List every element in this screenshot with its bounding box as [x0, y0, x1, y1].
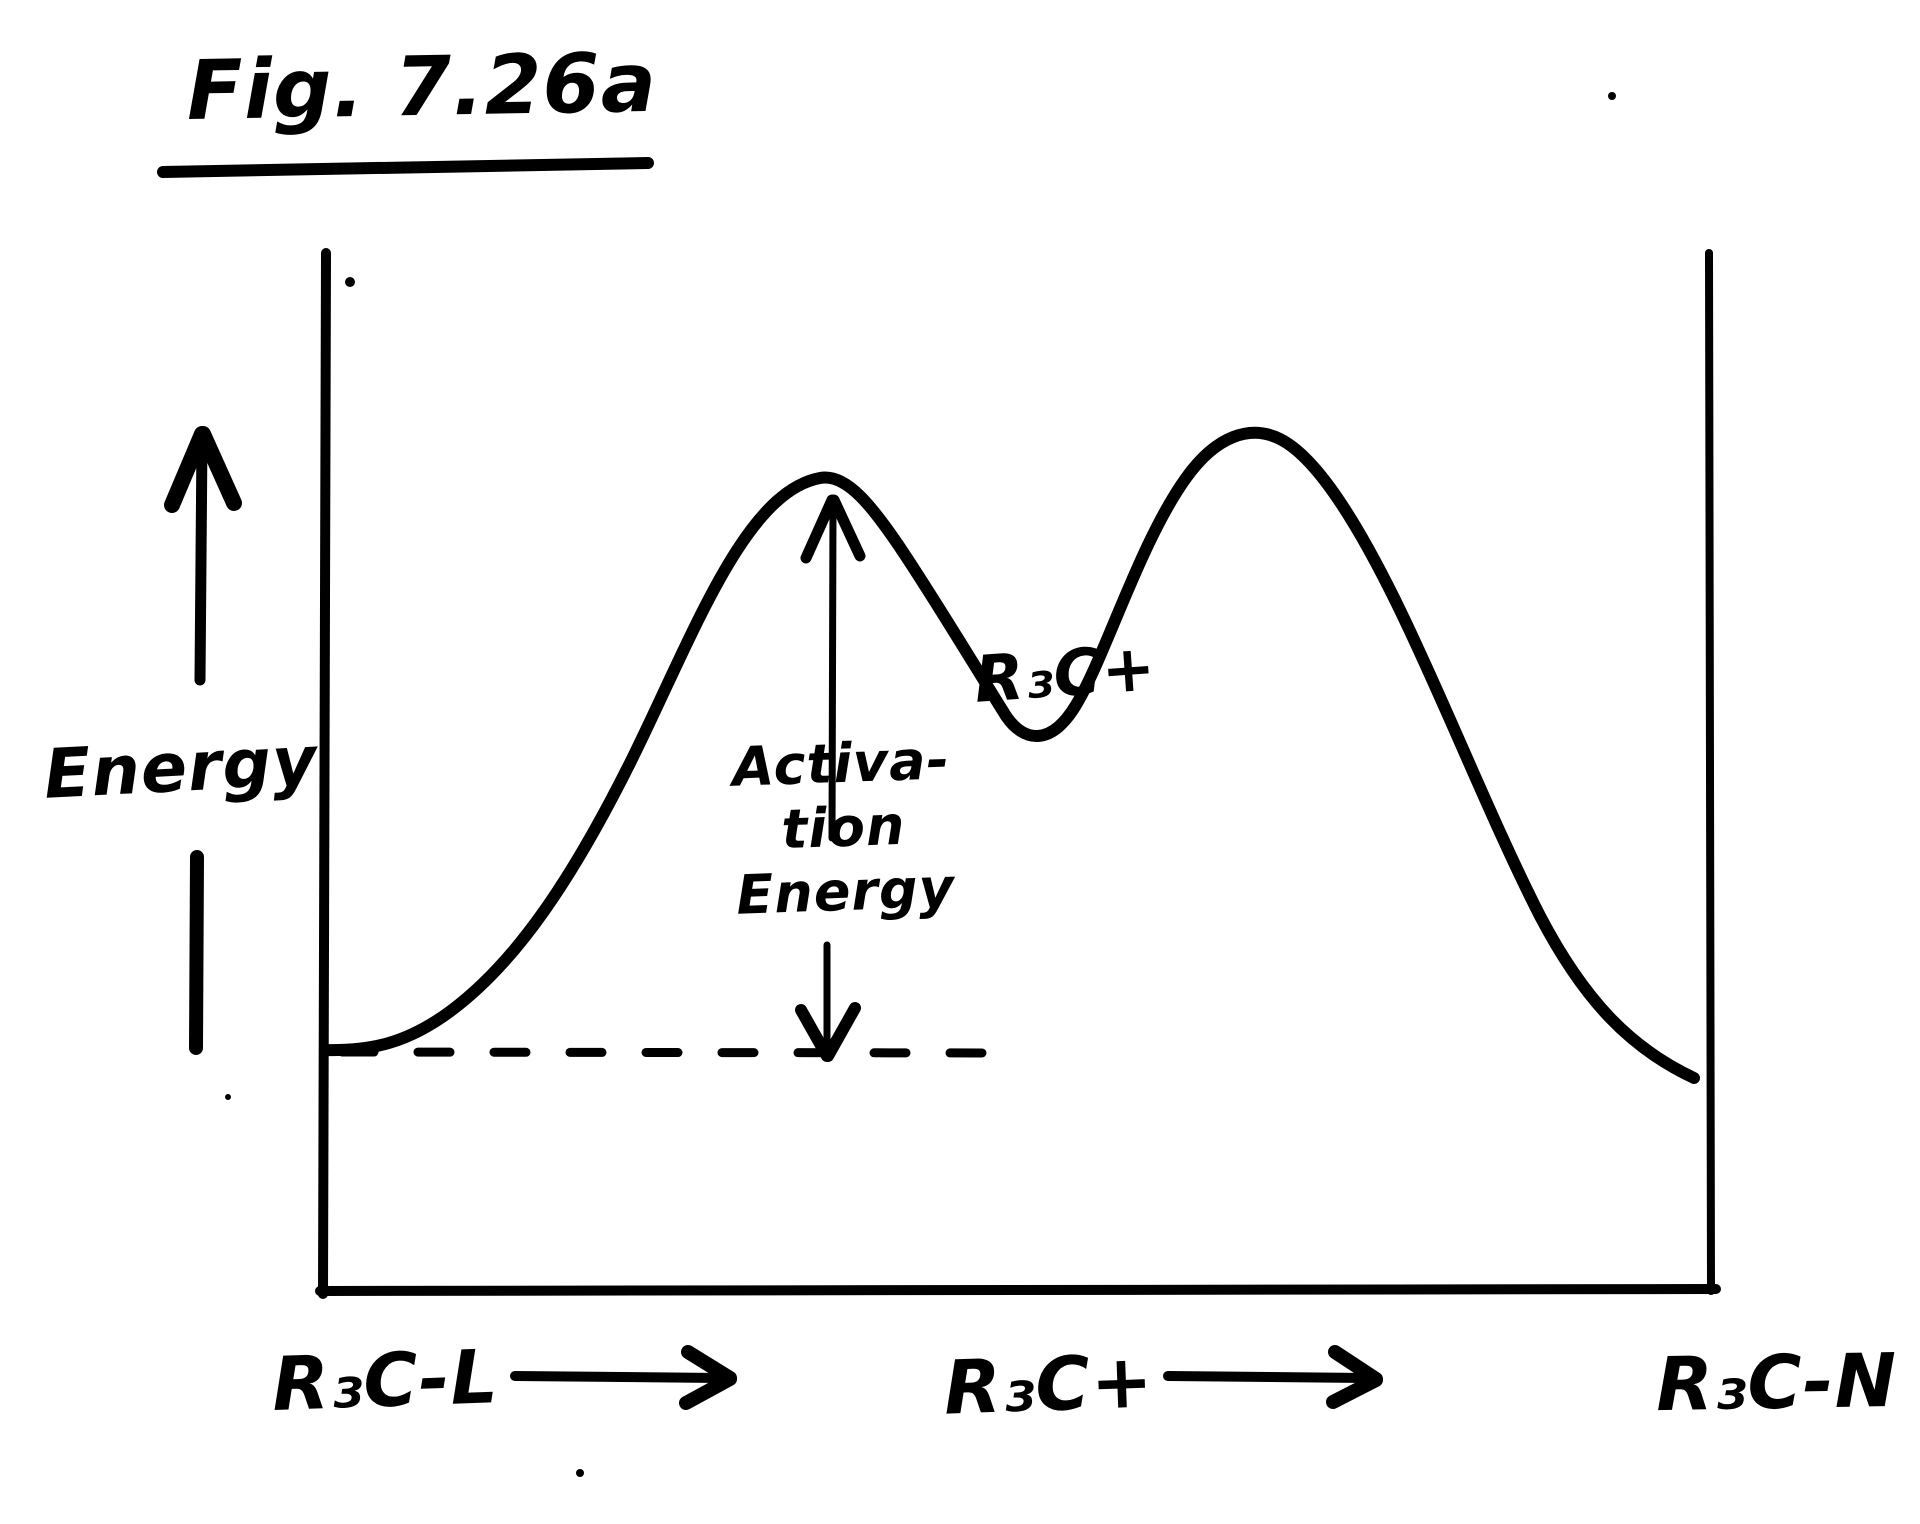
activation-arrow-down-head-left	[795, 1004, 833, 1062]
energy-arrow-head-right	[195, 426, 242, 511]
energy-arrow-upper-shaft	[194, 432, 208, 686]
figure-title: Fig. 7.26a	[186, 35, 658, 139]
x-axis-line	[315, 1284, 1721, 1296]
reaction-arrow-1-head-bottom	[679, 1372, 737, 1410]
ink-speck	[225, 1094, 231, 1100]
activation-energy-label: Activa- tion Energy	[700, 727, 987, 929]
energy-arrow-head-left	[164, 426, 210, 513]
x-axis-label-reactant: R₃C-L	[270, 1334, 501, 1428]
reaction-arrow-2-head-top	[1328, 1345, 1383, 1386]
activation-energy-label-line3: Energy	[735, 856, 956, 927]
y-axis-label: Energy	[42, 721, 320, 815]
reaction-arrow-2-shaft	[1163, 1371, 1371, 1383]
x-axis-label-intermediate: R₃C+	[942, 1338, 1156, 1432]
activation-energy-label-line1: Activa-	[731, 728, 951, 799]
ink-speck	[1608, 92, 1616, 100]
intermediate-cation-label: R₃C+	[972, 631, 1159, 718]
activation-arrow-down-head-right	[822, 1002, 861, 1062]
reaction-arrow-1-shaft	[510, 1371, 725, 1383]
reactant-level-dashed-line	[337, 1047, 1017, 1058]
title-underline	[157, 157, 654, 178]
right-boundary-line	[1705, 249, 1715, 1295]
reaction-arrow-1-head-top	[681, 1345, 737, 1385]
activation-energy-label-line2: tion	[780, 793, 907, 862]
ink-speck	[345, 277, 355, 287]
reaction-arrow-2-head-bottom	[1326, 1373, 1383, 1409]
activation-arrow-upper-shaft	[828, 501, 837, 842]
reaction-energy-curve	[319, 426, 1700, 1084]
ink-speck	[576, 1469, 584, 1477]
activation-arrow-up-head-left	[800, 494, 838, 564]
x-axis-label-product: R₃C-N	[1655, 1337, 1899, 1429]
energy-arrow-lower-shaft	[189, 850, 204, 1055]
y-axis-line	[318, 248, 331, 1299]
activation-arrow-up-head-right	[828, 494, 866, 562]
